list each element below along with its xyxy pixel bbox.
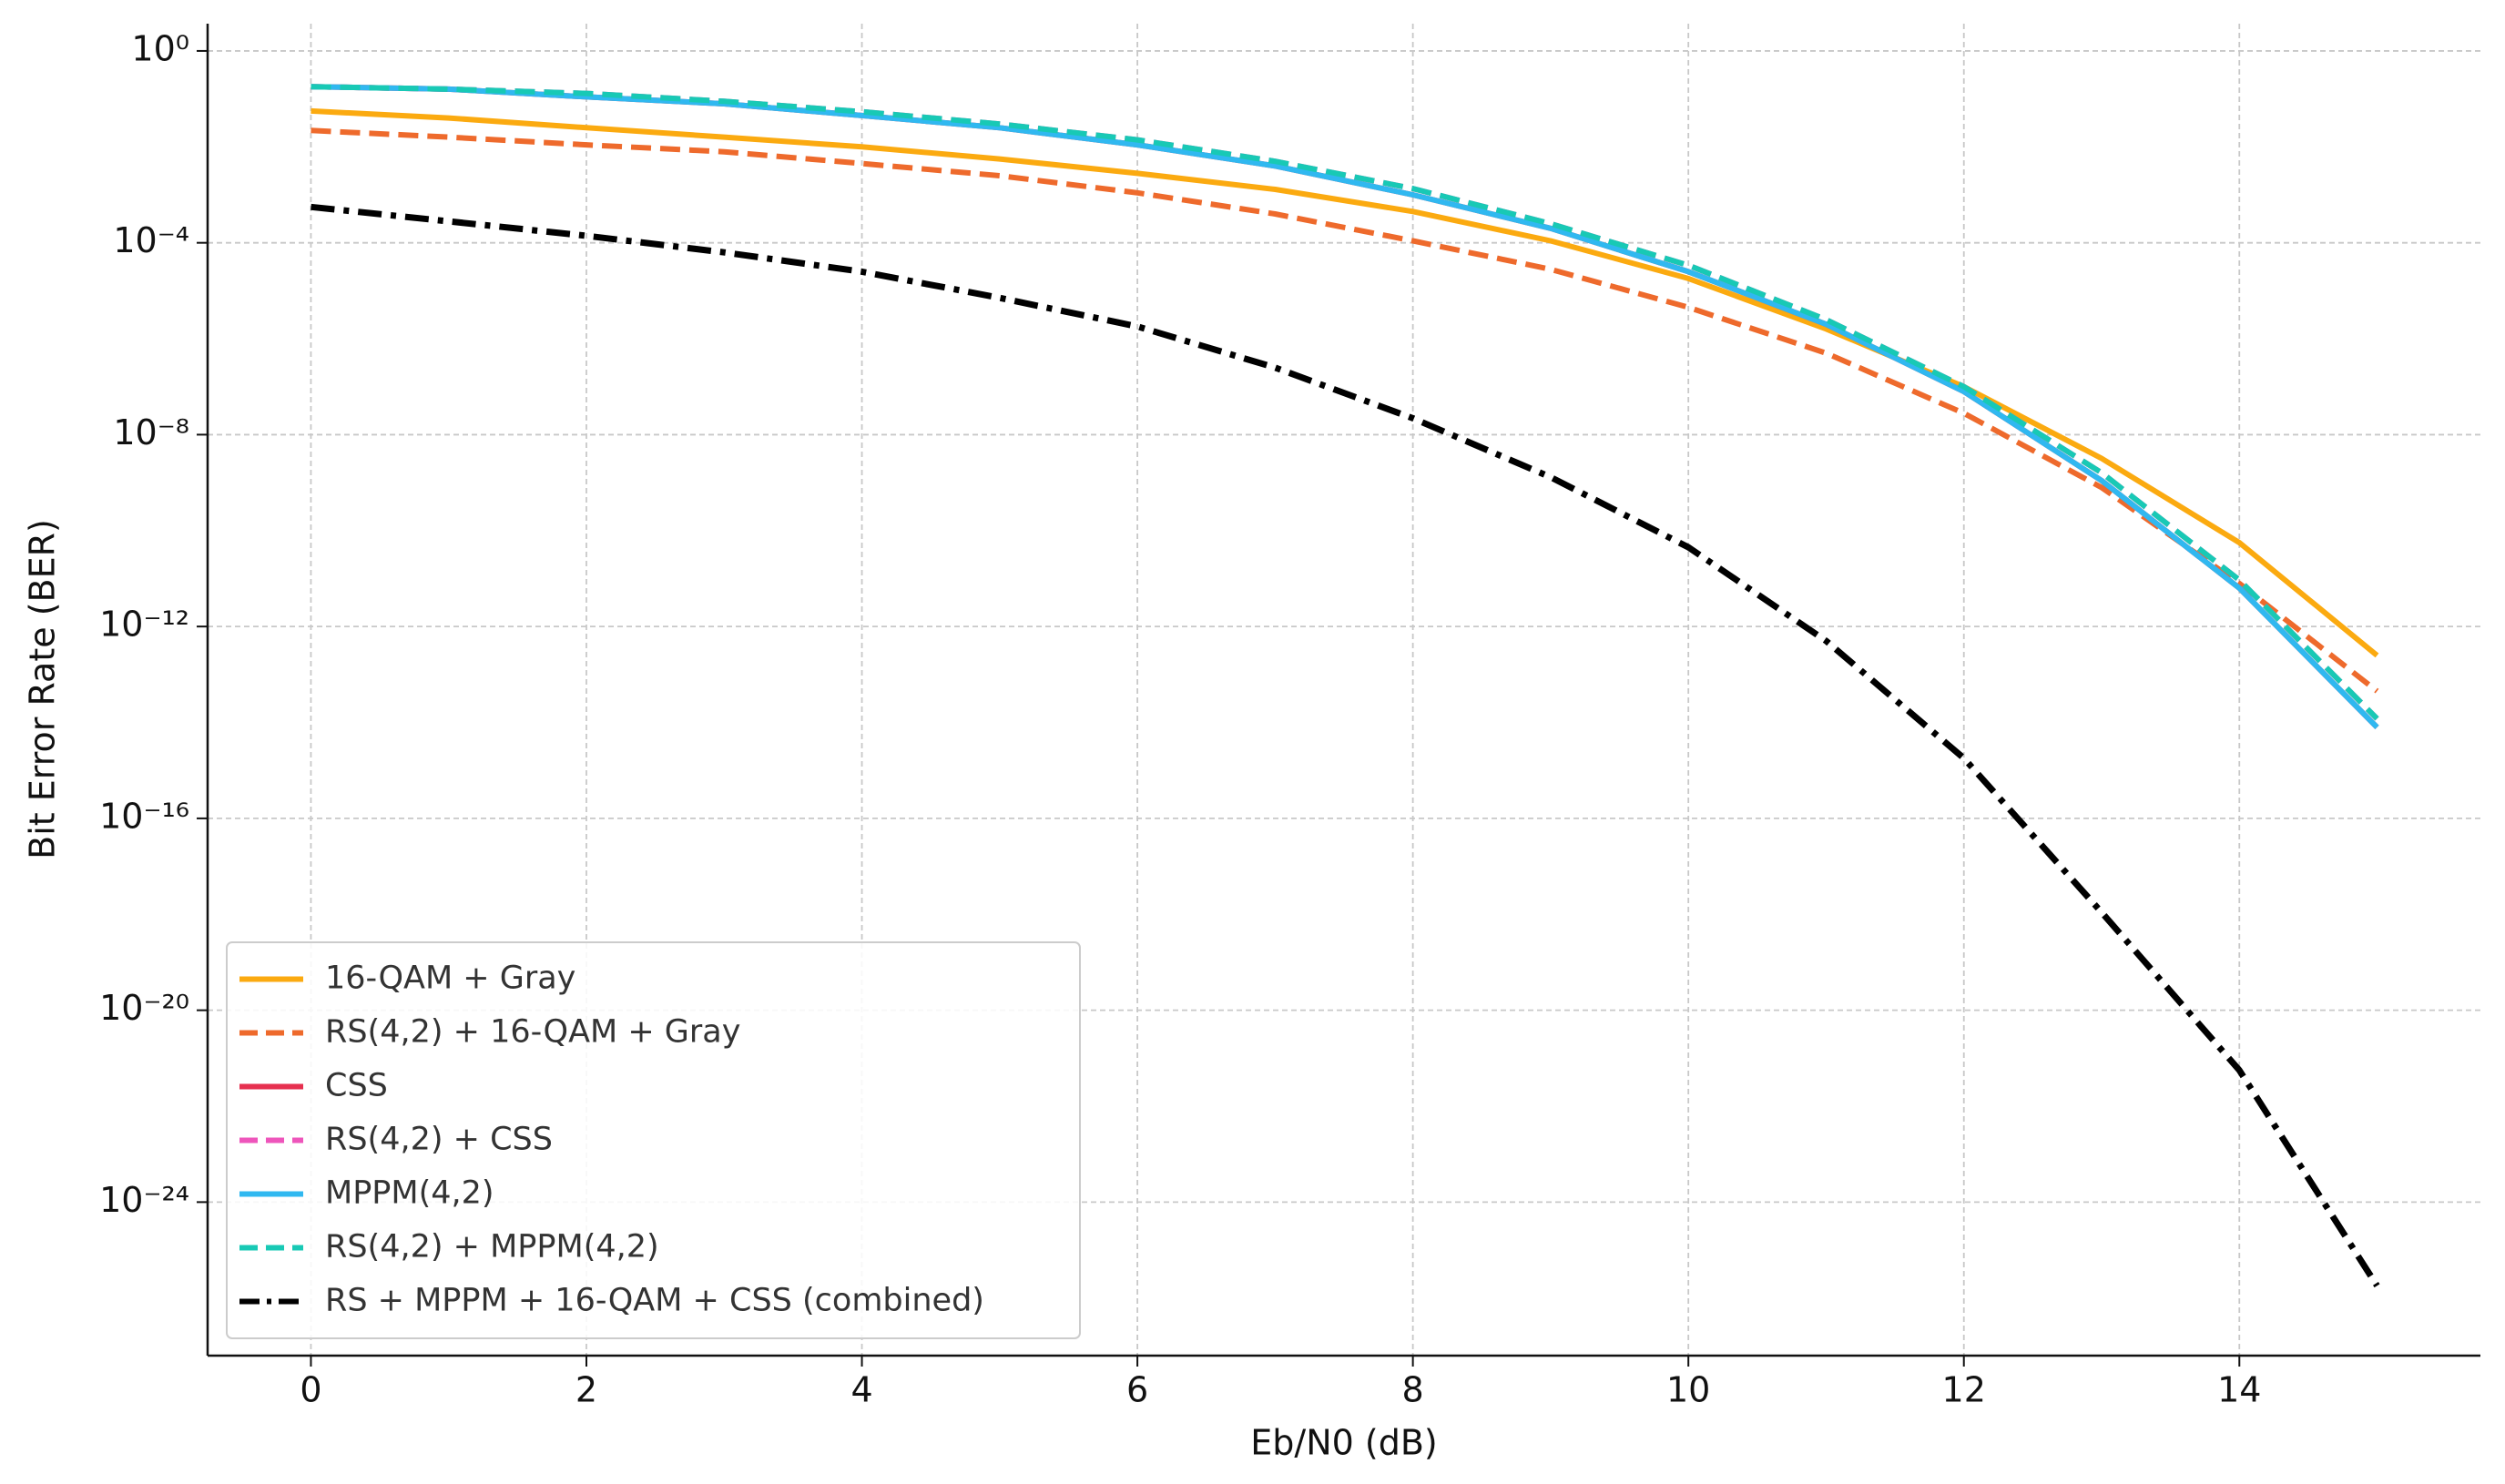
legend-label: RS(4,2) + MPPM(4,2) <box>325 1229 659 1265</box>
series-line <box>311 107 2379 658</box>
x-tick-label: 12 <box>1942 1370 1986 1410</box>
y-tick-label: 10⁰ <box>131 28 189 68</box>
series-line <box>311 84 2379 721</box>
series-line <box>311 84 2379 730</box>
x-tick-label: 0 <box>300 1370 321 1410</box>
y-tick-label: 10⁻²⁰ <box>99 988 189 1028</box>
legend-label: MPPM(4,2) <box>325 1175 494 1212</box>
x-tick-label: 4 <box>850 1370 872 1410</box>
y-tick-label: 10⁻²⁴ <box>99 1180 189 1220</box>
series-line <box>311 203 2380 1288</box>
series-line <box>311 127 2379 694</box>
y-tick-label: 10⁻¹² <box>99 605 189 645</box>
legend: 16-QAM + Gray RS(4,2) + 16-QAM + Gray CSS R… <box>226 941 1081 1339</box>
legend-label: RS(4,2) + CSS <box>325 1122 553 1158</box>
y-tick-label: 10⁻⁴ <box>113 220 189 260</box>
legend-label: CSS <box>325 1068 388 1104</box>
y-tick-label: 10⁻¹⁶ <box>99 796 189 836</box>
x-tick-label: 2 <box>575 1370 597 1410</box>
y-axis-label: Bit Error Rate (BER) <box>23 519 63 859</box>
legend-box <box>226 941 1081 1339</box>
y-tick-label: 10⁻⁸ <box>113 412 189 452</box>
x-tick-label: 10 <box>1666 1370 1710 1410</box>
x-tick-label: 6 <box>1126 1370 1148 1410</box>
x-tick-label: 14 <box>2217 1370 2261 1410</box>
x-axis-label: Eb/N0 (dB) <box>1250 1423 1437 1463</box>
x-tick-label: 8 <box>1402 1370 1424 1410</box>
legend-label: RS(4,2) + 16-QAM + Gray <box>325 1014 740 1051</box>
legend-label: RS + MPPM + 16-QAM + CSS (combined) <box>325 1283 984 1319</box>
legend-label: 16-QAM + Gray <box>325 961 575 997</box>
